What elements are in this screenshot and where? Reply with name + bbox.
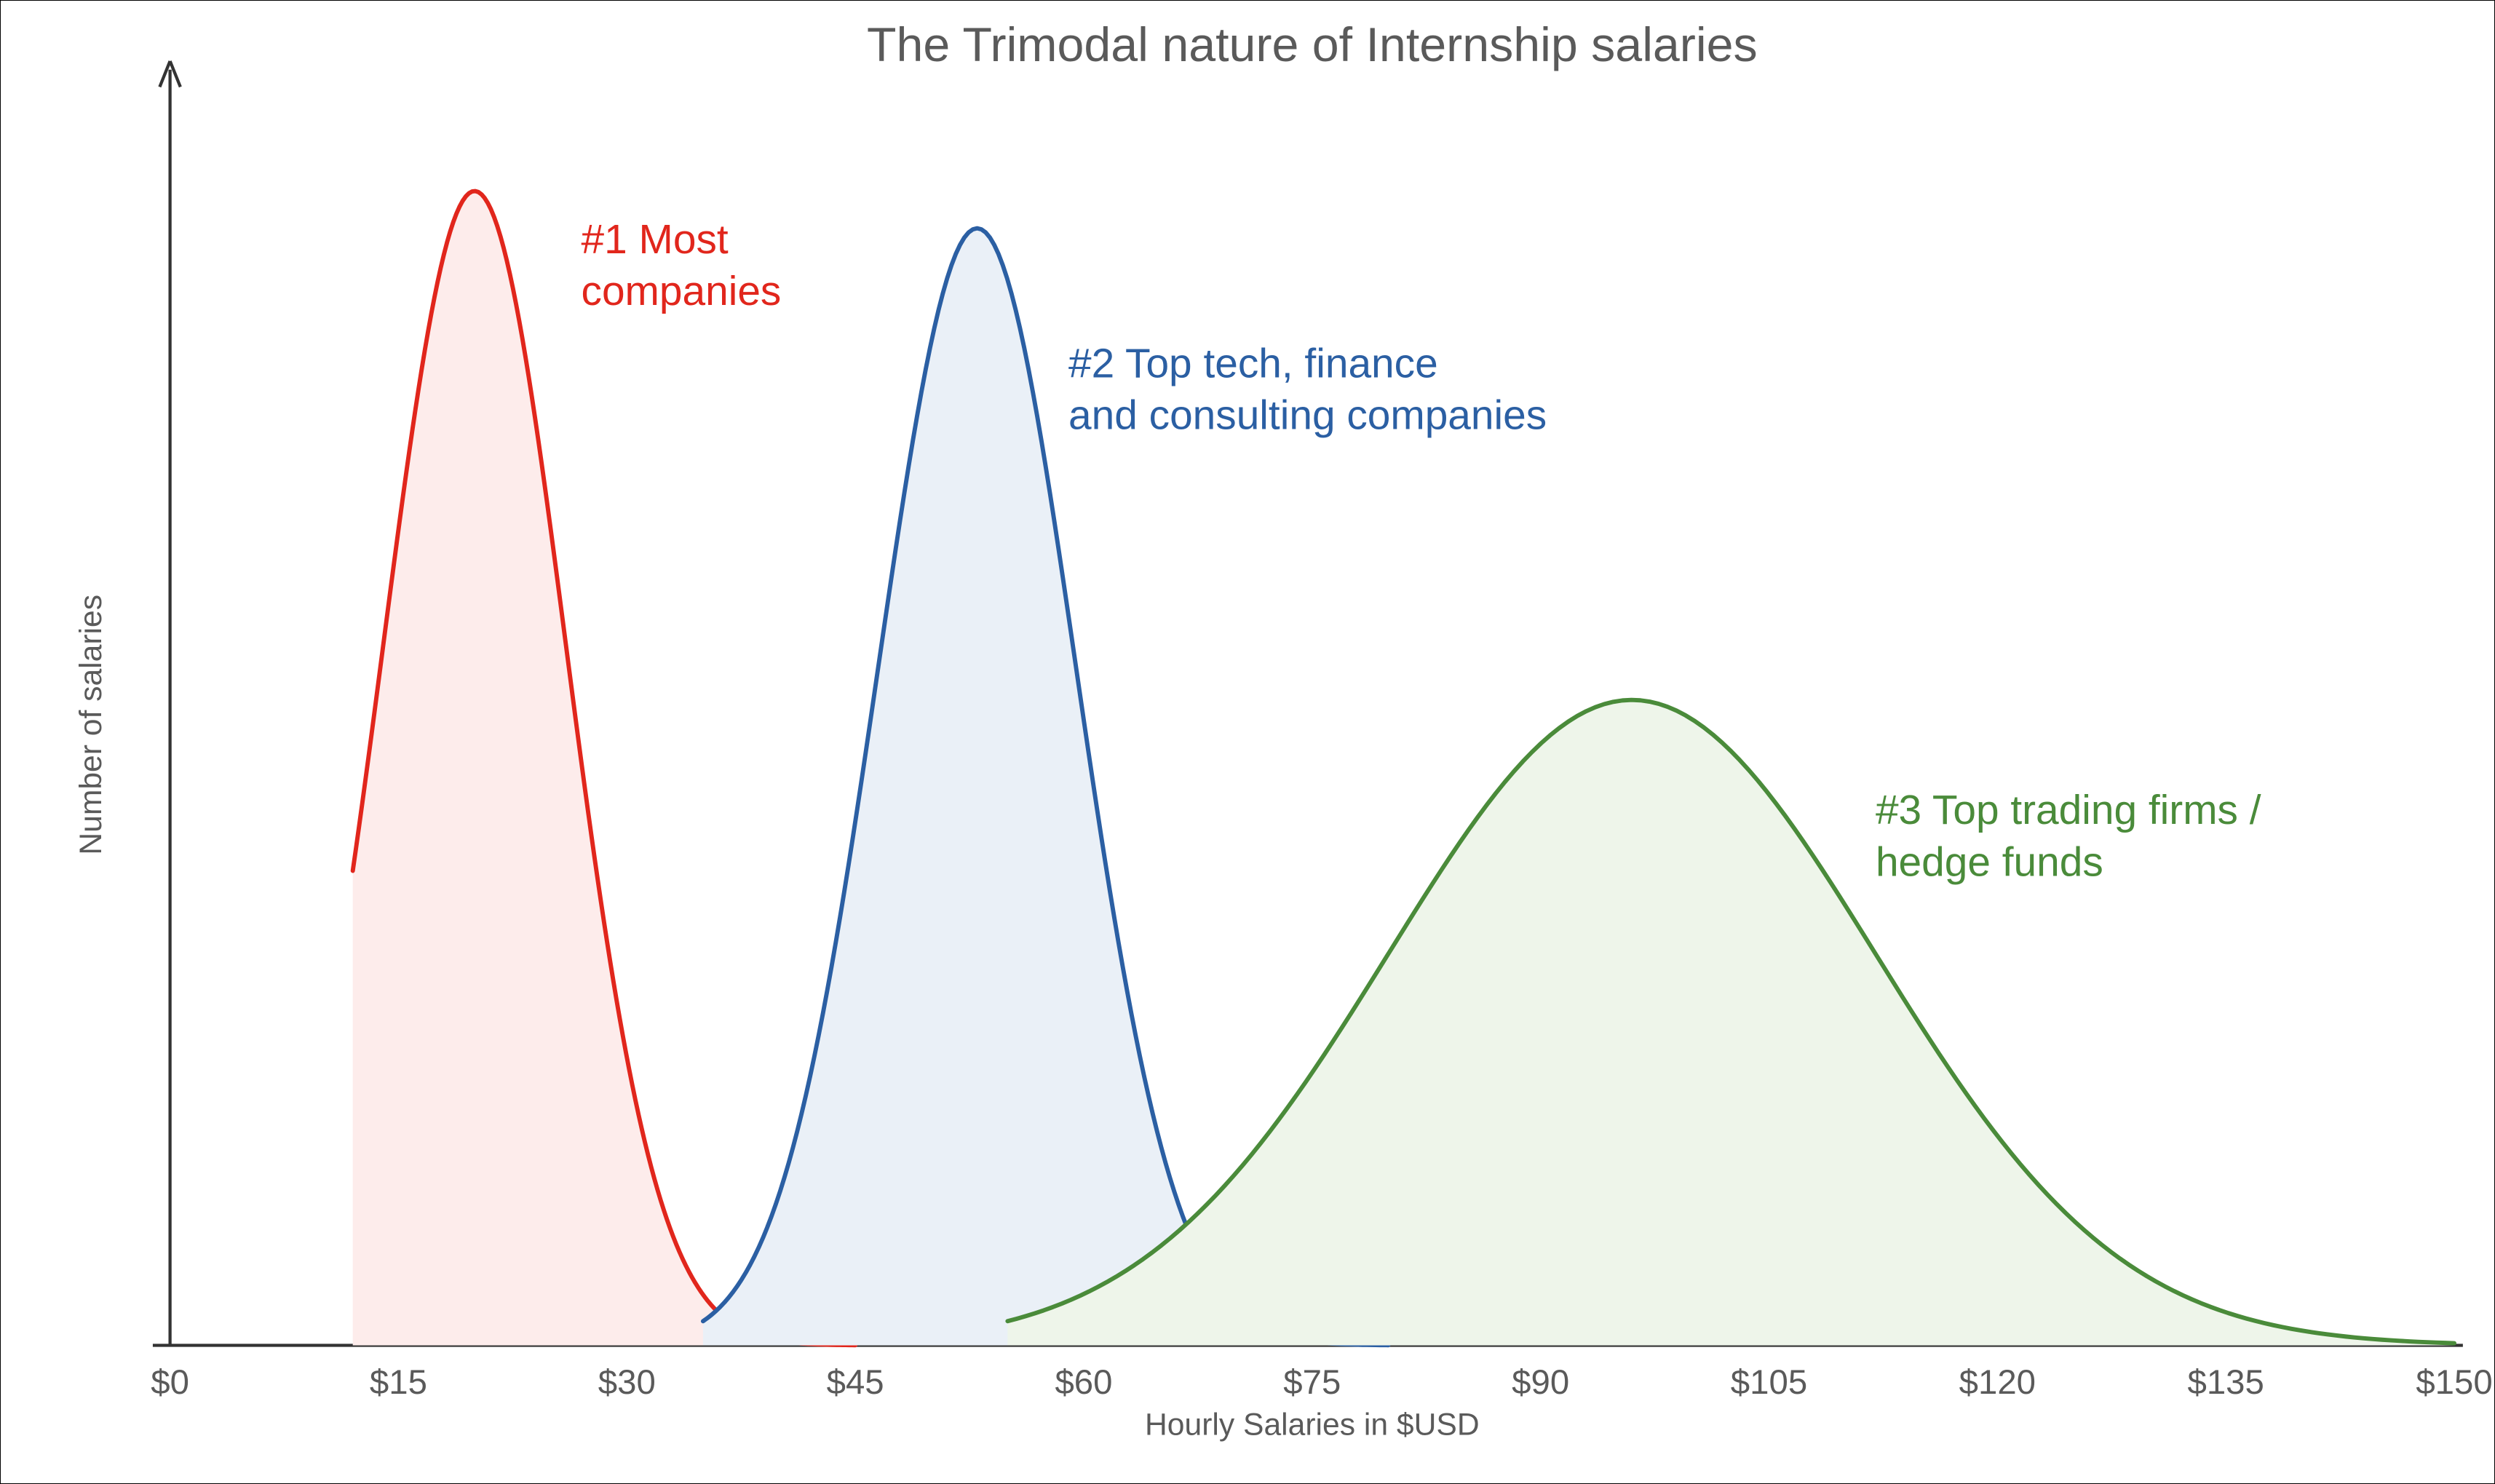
- x-tick-label: $75: [1283, 1363, 1341, 1402]
- chart-title: The Trimodal nature of Internship salari…: [867, 18, 1758, 72]
- series-most-companies: [353, 191, 855, 1346]
- chart-container: The Trimodal nature of Internship salari…: [0, 0, 2495, 1484]
- x-tick-label: $0: [151, 1363, 189, 1402]
- annotation-most-companies: #1 Mostcompanies: [582, 217, 782, 314]
- x-tick-label: $120: [1959, 1363, 2036, 1402]
- series-most-companies-fill: [353, 191, 855, 1346]
- x-axis-label: Hourly Salaries in $USD: [1145, 1408, 1480, 1443]
- x-tick-label: $30: [598, 1363, 656, 1402]
- y-axis-label: Number of salaries: [74, 595, 108, 855]
- x-tick-label: $105: [1731, 1363, 1807, 1402]
- x-tick-label: $60: [1055, 1363, 1112, 1402]
- density-chart: The Trimodal nature of Internship salari…: [1, 1, 2494, 1483]
- x-tick-label: $45: [827, 1363, 884, 1402]
- x-tick-label: $15: [370, 1363, 427, 1402]
- x-tick-label: $150: [2416, 1363, 2492, 1402]
- annotation-top-tech: #2 Top tech, financeand consulting compa…: [1068, 341, 1547, 438]
- x-tick-label: $135: [2188, 1363, 2264, 1402]
- x-tick-label: $90: [1512, 1363, 1569, 1402]
- annotation-hedge-funds: #3 Top trading firms /hedge funds: [1876, 787, 2261, 885]
